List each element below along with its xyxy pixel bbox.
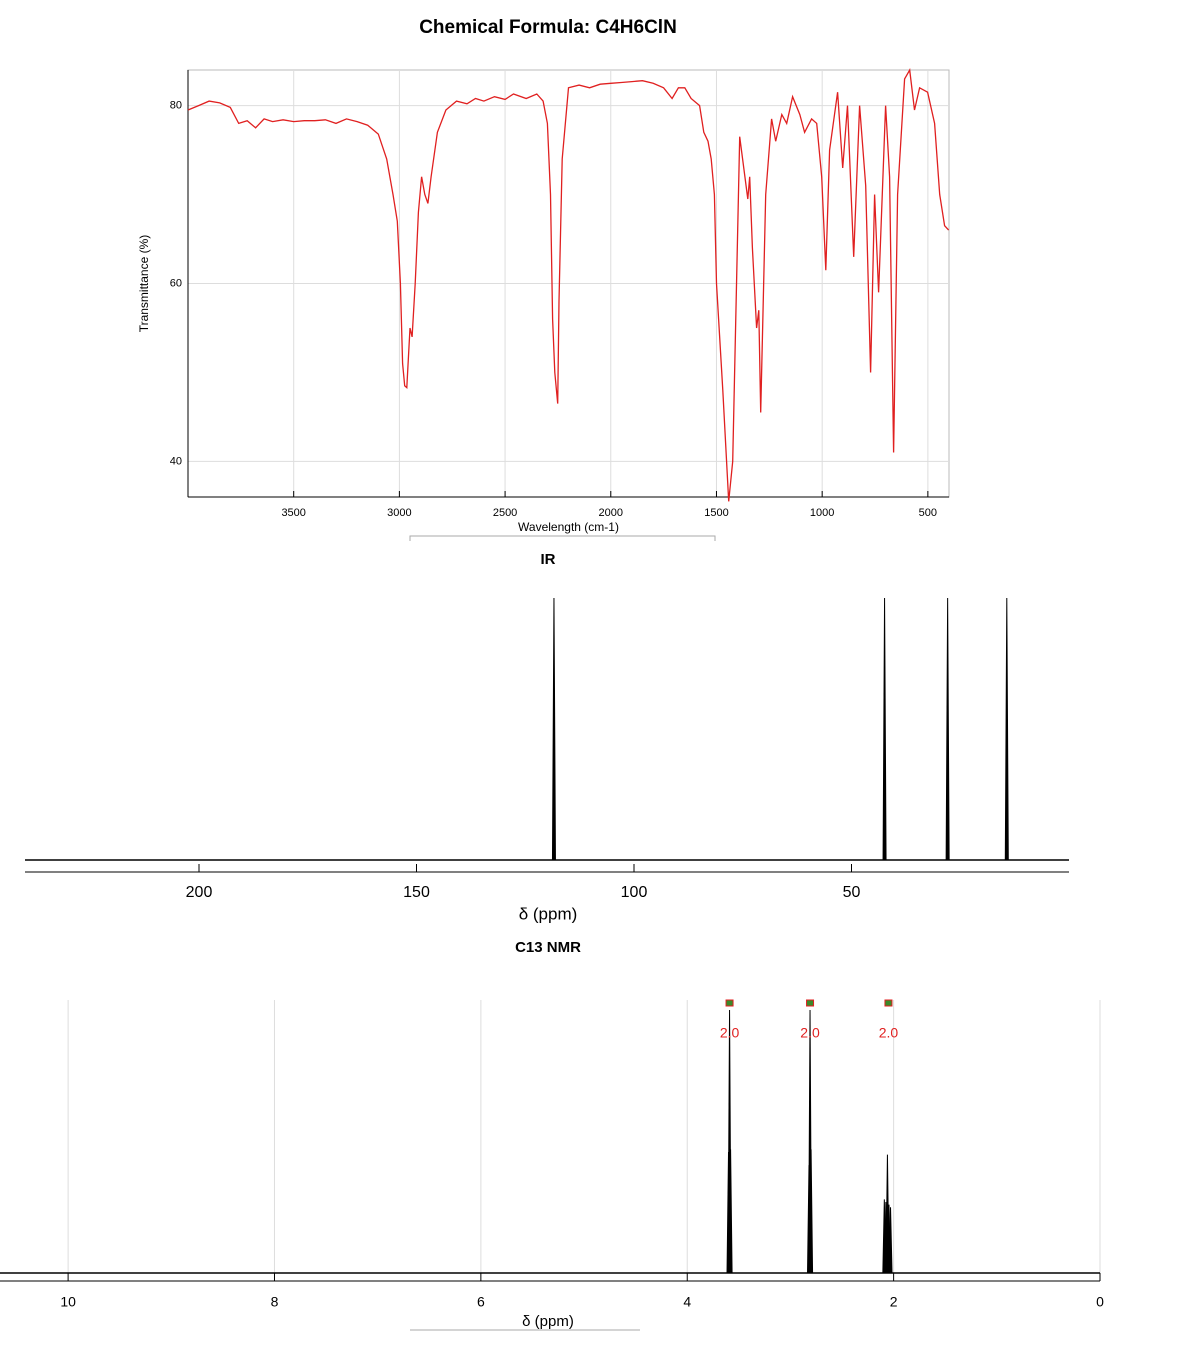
integral-marker	[806, 999, 815, 1007]
x-tick-label: 6	[477, 1294, 485, 1310]
x-tick-label: 10	[60, 1294, 76, 1310]
x-tick-label: 8	[271, 1294, 279, 1310]
peak	[945, 597, 950, 861]
peak	[728, 1149, 733, 1274]
x-tick-label: 1000	[810, 507, 834, 519]
peak	[882, 597, 887, 861]
chart-title: C13 NMR	[515, 939, 581, 956]
x-tick-label: 3500	[281, 507, 305, 519]
peak	[888, 1207, 893, 1274]
integral-label: 2.0	[800, 1025, 820, 1041]
chart-title: IR	[541, 551, 556, 568]
y-axis-label: Transmittance (%)	[137, 235, 151, 333]
y-tick-label: 60	[170, 277, 182, 289]
peak	[1004, 597, 1009, 861]
integral-marker	[725, 999, 734, 1007]
x-axis-label: δ (ppm)	[522, 1313, 574, 1330]
x-tick-label: 2	[890, 1294, 898, 1310]
x-tick-label: 200	[186, 884, 213, 901]
x-tick-label: 0	[1096, 1294, 1104, 1310]
x-tick-label: 1500	[704, 507, 728, 519]
x-tick-label: 3000	[387, 507, 411, 519]
ir-trace	[187, 67, 950, 502]
peak	[551, 597, 556, 861]
x-tick-label: 4	[683, 1294, 691, 1310]
x-tick-label: 500	[919, 507, 937, 519]
x-tick-label: 2000	[599, 507, 623, 519]
range-bar	[409, 535, 716, 541]
peak	[809, 1149, 814, 1274]
x-tick-label: 150	[403, 884, 430, 901]
x-axis-label: δ (ppm)	[519, 904, 578, 923]
integral-label: 2.0	[720, 1025, 740, 1041]
page-title: Chemical Formula: C4H6ClN	[419, 17, 677, 38]
x-tick-label: 100	[621, 884, 648, 901]
integral-marker	[884, 999, 893, 1007]
y-tick-label: 80	[170, 99, 182, 111]
y-tick-label: 40	[170, 455, 182, 467]
x-axis-label: Wavelength (cm-1)	[518, 520, 619, 534]
x-tick-label: 2500	[493, 507, 517, 519]
x-tick-label: 50	[843, 884, 861, 901]
integral-label: 2.0	[879, 1025, 899, 1041]
